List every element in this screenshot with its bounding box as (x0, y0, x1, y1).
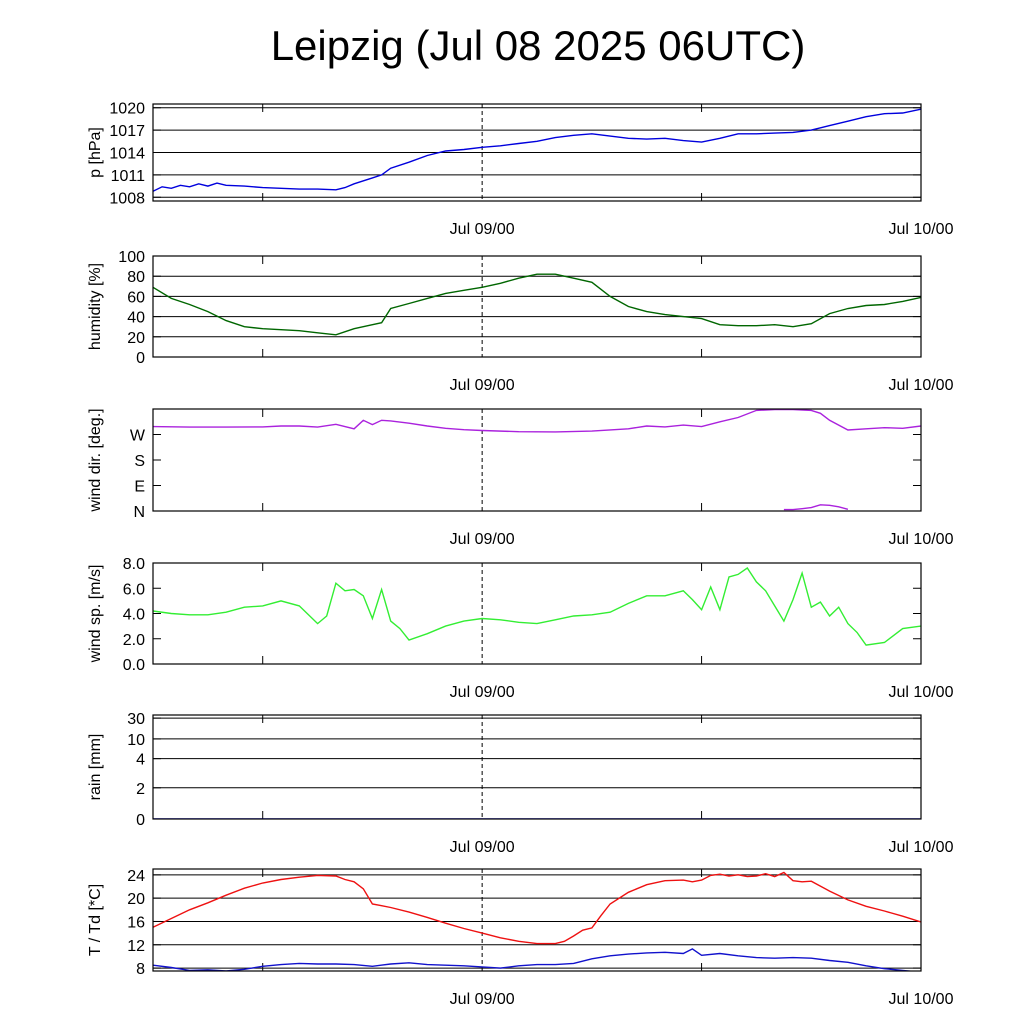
panel-2: 0 20 40 60 80 100 Jul 09/00 Jul 10/00 humidity [… (87, 249, 954, 394)
y-tick-label: 0 (136, 812, 145, 829)
y-tick-label: 0 (136, 350, 145, 367)
y-tick-label: W (130, 428, 146, 445)
y-tick-label: 10 (127, 732, 145, 749)
data-line (153, 567, 921, 646)
y-tick-label: N (133, 504, 145, 521)
x-tick-label: Jul 09/00 (450, 531, 515, 548)
x-tick-label: Jul 10/00 (889, 839, 954, 856)
y-tick-label: S (134, 453, 145, 470)
y-tick-label: 1008 (109, 190, 145, 207)
y-tick-label: 1014 (109, 146, 145, 163)
y-tick-label: 20 (127, 891, 145, 908)
data-line-segment (783, 504, 849, 511)
y-tick-label: 8.0 (123, 556, 145, 573)
panel-frame (152, 103, 922, 202)
y-tick-label: 60 (127, 289, 145, 306)
panel-frame (152, 562, 922, 665)
panel-frame (152, 868, 922, 972)
x-tick-label: Jul 09/00 (450, 839, 515, 856)
data-line (153, 273, 921, 336)
y-tick-label: 2.0 (123, 632, 145, 649)
x-tick-label: Jul 10/00 (889, 377, 954, 394)
y-tick-label: 40 (127, 310, 145, 327)
panel-4: 0.0 2.0 4.0 6.0 8.0 Jul 09/00 Jul 10/00 wind sp… (87, 556, 954, 701)
data-line (153, 108, 921, 192)
y-tick-label: 4.0 (123, 607, 145, 624)
y-axis-label: wind sp. [m/s] (87, 565, 104, 664)
panel-1: 1008 1011 1014 1017 1020 Jul 09/00 Jul 10/00 p … (87, 101, 954, 238)
x-tick-label: Jul 10/00 (889, 684, 954, 701)
y-tick-label: 1020 (109, 101, 145, 118)
x-tick-label: Jul 10/00 (889, 531, 954, 548)
x-tick-label: Jul 09/00 (450, 991, 515, 1008)
x-tick-label: Jul 09/00 (450, 221, 515, 238)
y-tick-label: 1011 (111, 168, 146, 185)
panel-6: 8 12 16 20 24 Jul 09/00 Jul 10/00 T / Td [*C] (87, 868, 954, 1008)
y-axis-label: T / Td [*C] (87, 884, 104, 956)
y-tick-label: 100 (118, 249, 145, 266)
y-axis-label: humidity [%] (87, 263, 104, 350)
data-line (153, 409, 921, 433)
panel-5: 0 2 4 10 30 Jul 09/00 Jul 10/00 rain [mm] (87, 711, 954, 856)
series-line-1 (153, 871, 921, 945)
y-tick-label: E (134, 479, 145, 496)
y-axis-label: rain [mm] (87, 734, 104, 801)
y-axis-label: p [hPa] (87, 127, 104, 178)
y-tick-label: 30 (127, 711, 145, 728)
y-tick-label: 16 (127, 914, 145, 931)
panel-frame (152, 408, 922, 512)
x-tick-label: Jul 09/00 (450, 684, 515, 701)
x-tick-label: Jul 10/00 (889, 991, 954, 1008)
x-tick-label: Jul 09/00 (450, 377, 515, 394)
y-tick-label: 80 (127, 269, 145, 286)
y-tick-label: 6.0 (123, 581, 145, 598)
chart-title: Leipzig (Jul 08 2025 06UTC) (270, 22, 806, 69)
y-axis-label: wind dir. [deg.] (87, 408, 104, 512)
x-tick-label: Jul 10/00 (889, 221, 954, 238)
y-tick-label: 1017 (109, 123, 145, 140)
panel-frame (152, 714, 922, 820)
panel-frame (152, 255, 922, 358)
y-tick-label: 20 (127, 330, 145, 347)
y-tick-label: 24 (127, 868, 145, 885)
y-tick-label: 2 (136, 781, 145, 798)
y-tick-label: 12 (127, 938, 145, 955)
y-tick-label: 4 (136, 752, 145, 769)
y-tick-label: 8 (136, 961, 145, 978)
series-line-2 (153, 948, 916, 971)
y-tick-label: 0.0 (123, 657, 145, 674)
